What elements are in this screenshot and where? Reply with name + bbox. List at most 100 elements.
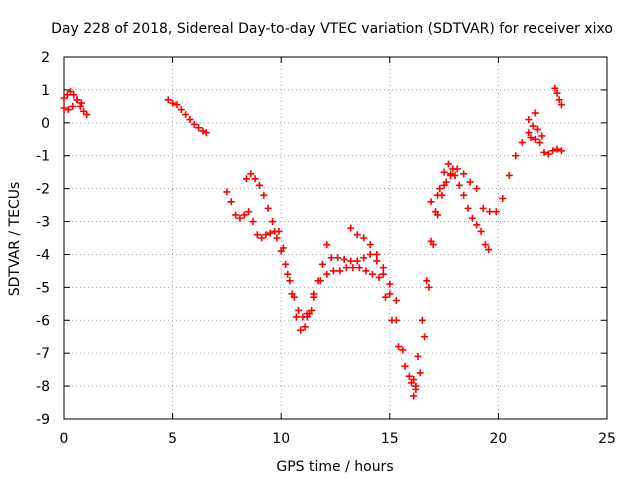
y-tick-label: -1 [36, 149, 50, 165]
data-point [253, 231, 261, 239]
y-tick-label: -6 [36, 313, 50, 329]
data-point [67, 88, 75, 96]
data-point [275, 227, 283, 235]
data-point [245, 208, 253, 216]
data-point [242, 175, 250, 183]
data-point [295, 306, 303, 314]
data-point [410, 392, 418, 400]
data-point [392, 316, 400, 324]
data-point [418, 316, 426, 324]
data-point [381, 293, 389, 301]
data-point [297, 326, 305, 334]
data-point [544, 150, 552, 158]
data-point [455, 181, 463, 189]
data-point [323, 270, 331, 278]
data-point [423, 277, 431, 285]
data-point [347, 257, 355, 265]
data-point [375, 273, 383, 281]
data-point [429, 241, 437, 249]
series-arc-4 [242, 170, 316, 321]
data-point [373, 257, 381, 265]
data-point [318, 260, 326, 268]
data-point [199, 127, 207, 135]
data-point [557, 101, 565, 109]
y-tick-label: -2 [36, 182, 50, 198]
data-point [177, 106, 185, 114]
data-point [247, 170, 255, 178]
axis-ticks [63, 56, 608, 420]
data-point [80, 107, 88, 115]
grid-lines [64, 57, 607, 419]
data-point [169, 99, 177, 107]
data-point [353, 231, 361, 239]
data-point [288, 290, 296, 298]
series-arc-13 [527, 134, 565, 158]
x-tick-label: 20 [489, 431, 507, 447]
data-point [533, 125, 541, 133]
data-point [273, 234, 281, 242]
data-point [531, 109, 539, 117]
data-point [434, 191, 442, 199]
data-point [258, 234, 266, 242]
data-point [282, 260, 290, 268]
y-tick-label: -3 [36, 215, 50, 231]
data-point [536, 139, 544, 147]
data-point [292, 313, 300, 321]
data-point [360, 234, 368, 242]
data-point [553, 89, 561, 97]
data-point [464, 204, 472, 212]
data-point [525, 116, 533, 124]
data-point [227, 198, 235, 206]
data-point [232, 211, 240, 219]
plot-frame [63, 56, 608, 420]
data-point [342, 264, 350, 272]
data-point [173, 101, 181, 109]
x-tick-label: 0 [60, 431, 69, 447]
x-tick-label: 15 [381, 431, 399, 447]
data-point [76, 102, 84, 110]
data-point [249, 218, 257, 226]
data-point [444, 160, 452, 168]
data-point [77, 99, 85, 107]
series-arc-3 [223, 188, 279, 242]
y-tick-label: -9 [36, 412, 50, 428]
data-point [492, 208, 500, 216]
series-arc-1a [60, 88, 91, 119]
data-point [269, 218, 277, 226]
data-point [286, 277, 294, 285]
data-point [481, 241, 489, 249]
data-point [362, 267, 370, 275]
data-point [182, 111, 190, 119]
data-point [353, 257, 361, 265]
data-point [427, 198, 435, 206]
series-arc-15 [551, 84, 565, 109]
chart-title: Day 228 of 2018, Sidereal Day-to-day VTE… [51, 21, 613, 37]
data-point [301, 323, 309, 331]
data-point [468, 214, 476, 222]
data-point [223, 188, 231, 196]
y-axis-label: SDTVAR / TECUs [7, 182, 23, 297]
data-point [527, 134, 535, 142]
data-point [485, 246, 493, 254]
data-point [512, 152, 520, 160]
series-arc-8 [347, 224, 400, 305]
data-point [264, 204, 272, 212]
data-points [60, 84, 565, 400]
data-point [368, 270, 376, 278]
data-point [416, 369, 424, 377]
series-arc-14 [525, 122, 546, 140]
data-point [355, 264, 363, 272]
series-arc-7 [327, 250, 418, 400]
data-point [386, 280, 394, 288]
data-point [425, 283, 433, 291]
data-point [284, 270, 292, 278]
x-tick-labels: 0 5 10 15 20 25 [60, 431, 616, 447]
x-tick-label: 10 [272, 431, 290, 447]
data-point [499, 195, 507, 203]
data-point [505, 171, 513, 179]
data-point [440, 181, 448, 189]
series-arc-1b [60, 96, 85, 114]
data-point [240, 211, 248, 219]
y-tick-label: 2 [41, 50, 50, 66]
data-point [486, 208, 494, 216]
